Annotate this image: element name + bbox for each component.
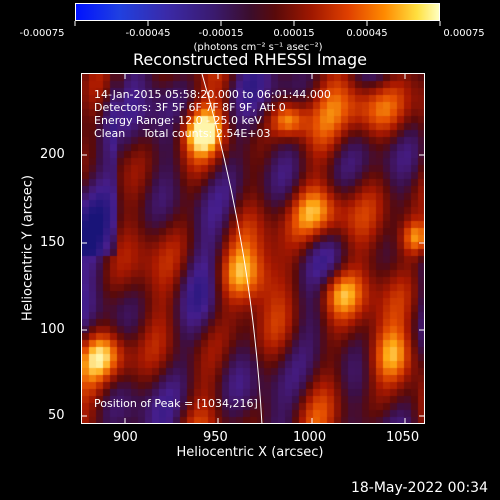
x-tick-1000: 1000 bbox=[293, 430, 327, 445]
detectors-label: Detectors: 3F 5F 6F 7F 8F 9F, Att 0 bbox=[94, 101, 286, 114]
y-tick-150: 150 bbox=[40, 235, 65, 250]
colorbar-unit: (photons cm⁻² s⁻¹ asec⁻²) bbox=[193, 42, 322, 53]
y-tick-100: 100 bbox=[40, 322, 65, 337]
energy-range-label: Energy Range: 12.0 - 25.0 keV bbox=[94, 114, 262, 127]
peak-position-label: Position of Peak = [1034,216] bbox=[94, 397, 258, 410]
timestamp: 18-May-2022 00:34 bbox=[350, 480, 488, 496]
cbar-tick-3: -0.00015 bbox=[199, 28, 244, 39]
x-axis-label: Heliocentric X (arcsec) bbox=[176, 445, 324, 460]
cbar-tick-1: -0.00075 bbox=[20, 28, 65, 39]
cbar-tick-5: 0.00045 bbox=[346, 28, 387, 39]
time-range-label: 14-Jan-2015 05:58:20.000 to 06:01:44.000 bbox=[94, 88, 331, 101]
limb-overlay bbox=[201, 74, 263, 423]
colorbar bbox=[75, 3, 440, 21]
plot-title: Reconstructed RHESSI Image bbox=[133, 50, 367, 69]
y-tick-50: 50 bbox=[48, 408, 65, 423]
y-axis-label: Heliocentric Y (arcsec) bbox=[20, 175, 36, 321]
clean-counts-label: Clean Total counts: 2.54E+03 bbox=[94, 127, 271, 140]
cbar-tick-6: 0.00075 bbox=[443, 28, 484, 39]
cbar-tick-2: -0.00045 bbox=[126, 28, 171, 39]
cbar-tick-4: 0.00015 bbox=[273, 28, 314, 39]
x-tick-950: 950 bbox=[203, 430, 228, 445]
y-tick-200: 200 bbox=[40, 147, 65, 162]
image-plot: 14-Jan-2015 05:58:20.000 to 06:01:44.000… bbox=[81, 73, 425, 424]
x-tick-1050: 1050 bbox=[386, 430, 420, 445]
hxr-image bbox=[82, 74, 424, 423]
x-tick-900: 900 bbox=[113, 430, 138, 445]
colorbar-axis: -0.00075 -0.00045 -0.00015 0.00015 0.000… bbox=[20, 21, 485, 53]
